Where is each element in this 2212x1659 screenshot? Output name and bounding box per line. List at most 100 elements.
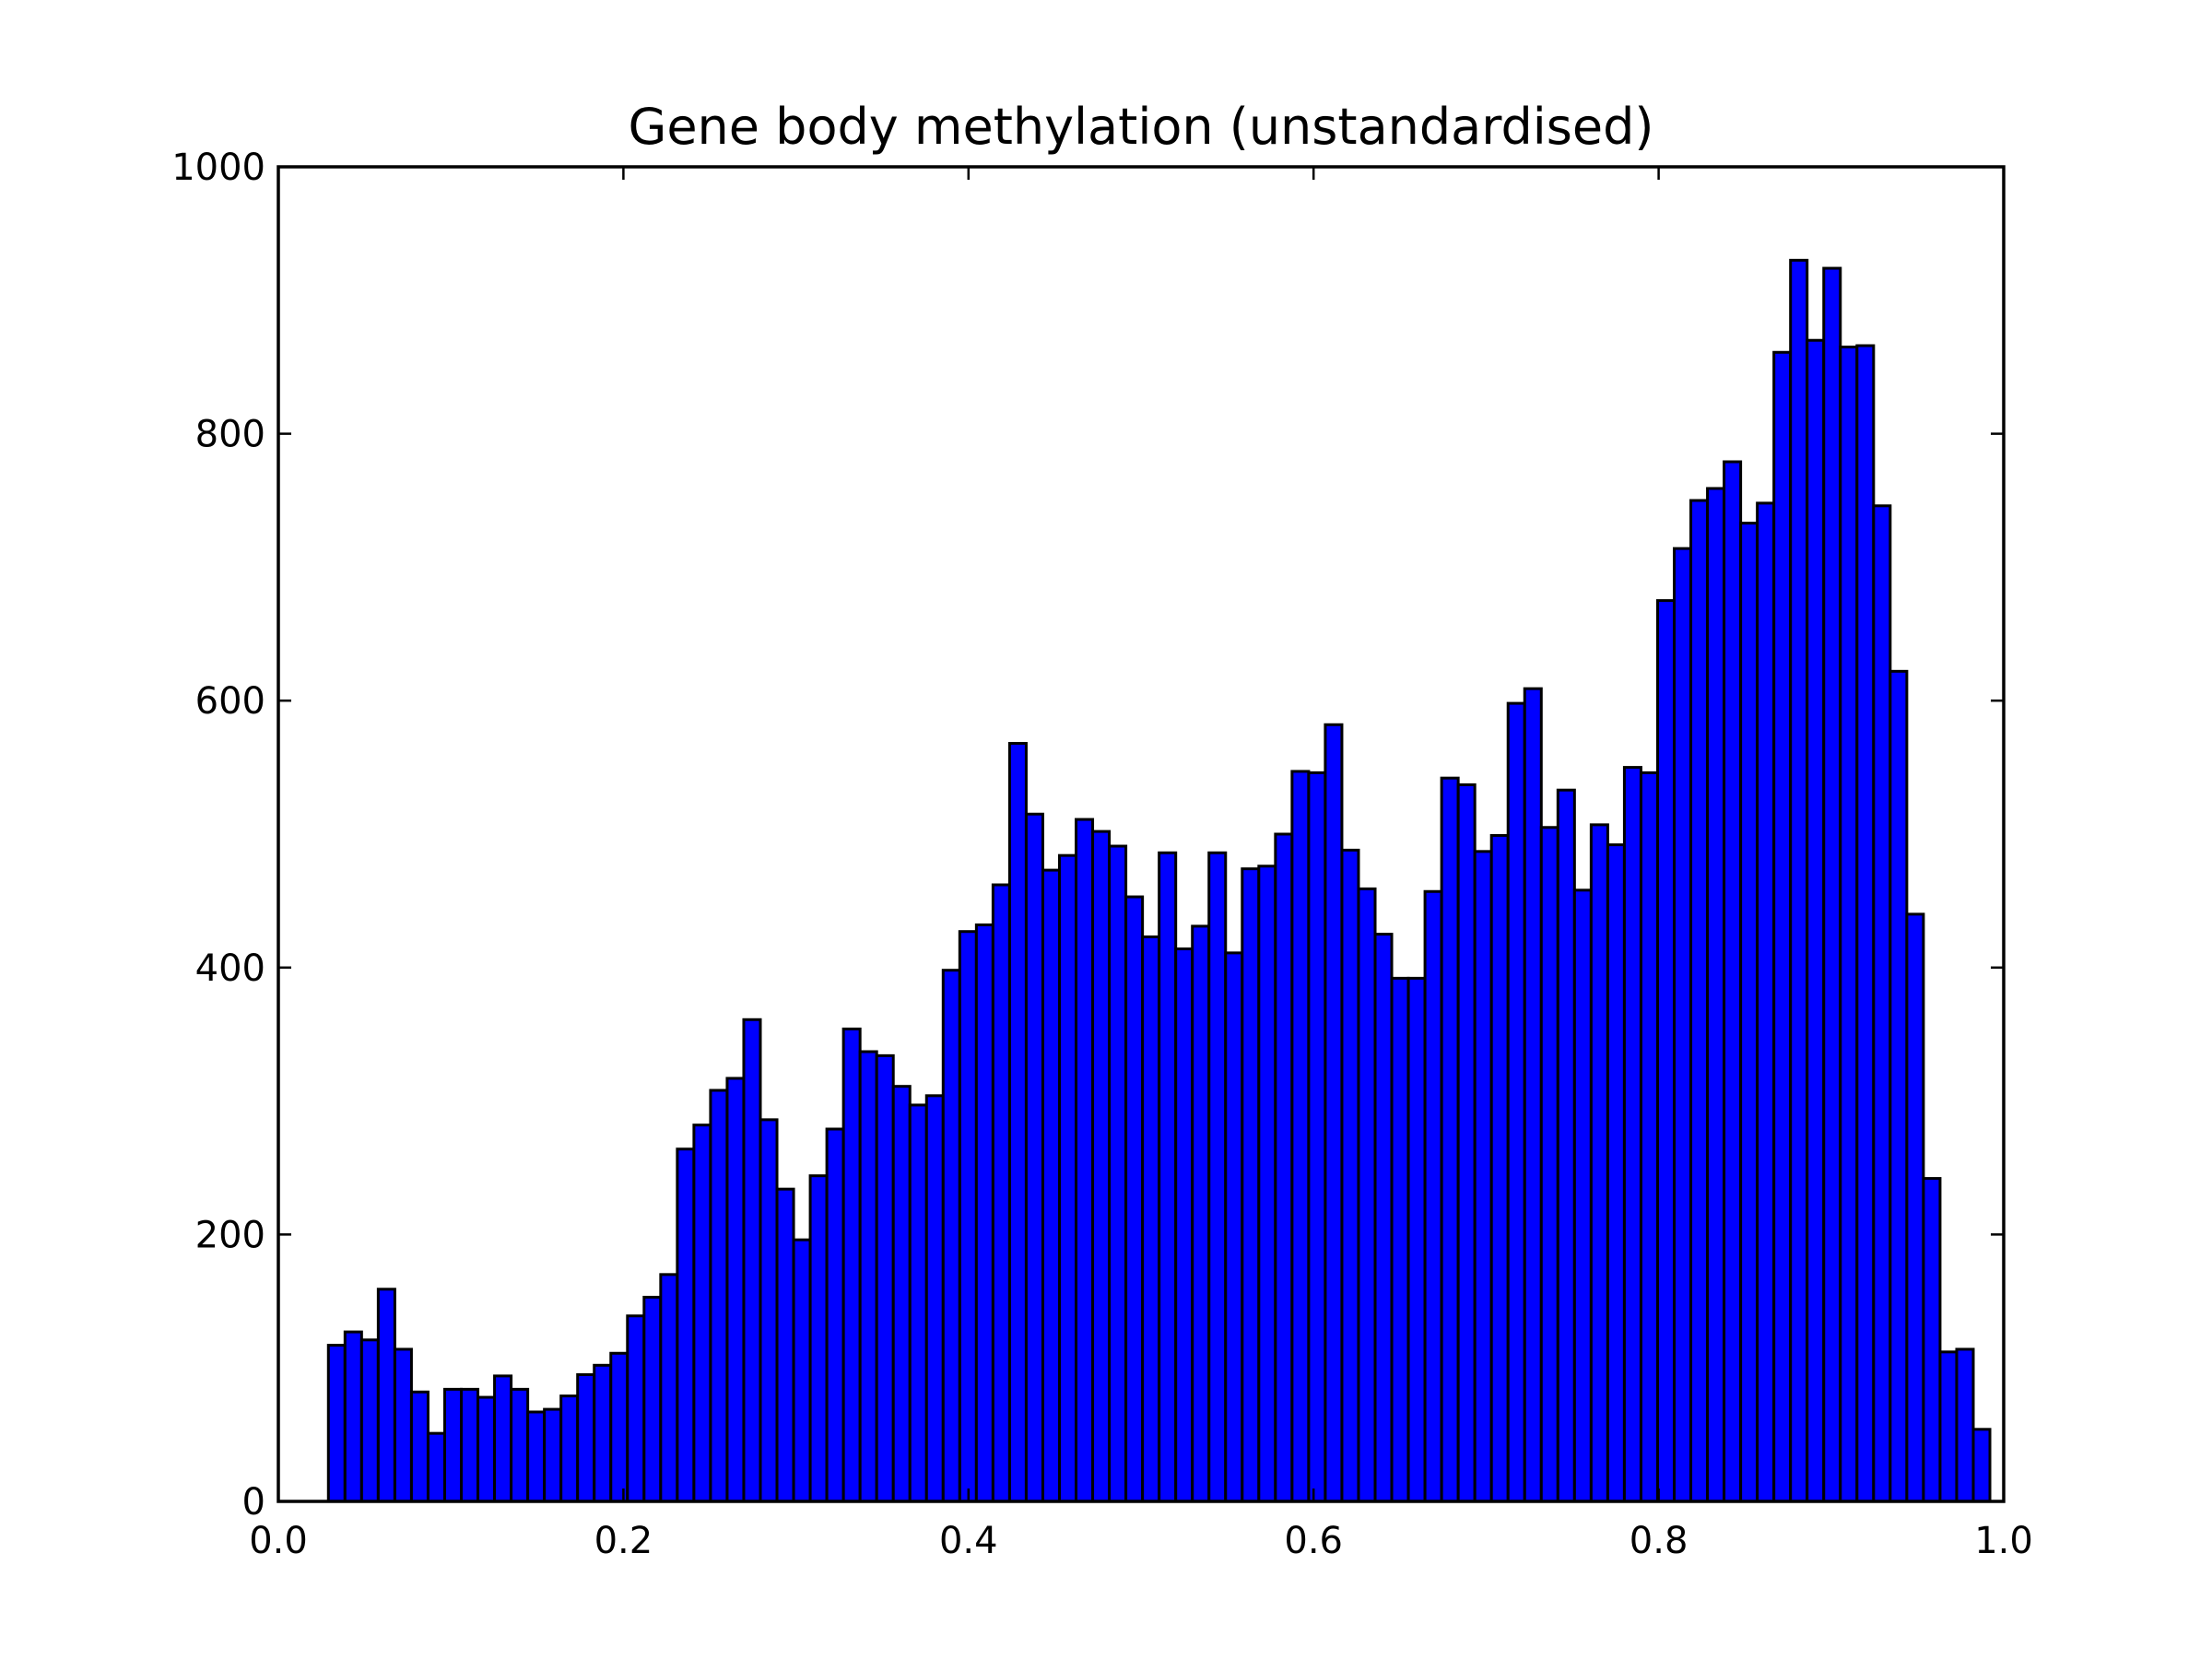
histogram-bar: [1440, 776, 1460, 1503]
histogram-bar: [1822, 266, 1842, 1503]
histogram-bar: [1639, 771, 1659, 1503]
histogram-bar: [841, 1027, 862, 1503]
histogram-bar: [1158, 851, 1178, 1503]
y-tick-label: 0: [242, 1481, 265, 1524]
histogram-bar: [891, 1085, 912, 1503]
histogram-bar: [1406, 976, 1427, 1503]
histogram-bar: [924, 1094, 945, 1503]
histogram-bar: [510, 1387, 530, 1503]
histogram-bar: [609, 1351, 629, 1503]
histogram-bar: [343, 1330, 363, 1503]
histogram-bar: [1971, 1428, 1992, 1503]
histogram-bar: [1855, 344, 1876, 1503]
histogram-bar: [1174, 947, 1194, 1503]
histogram-bar: [1191, 924, 1211, 1503]
histogram-bar: [1108, 844, 1128, 1503]
histogram-bar: [1905, 912, 1925, 1503]
histogram-bar: [1739, 522, 1759, 1503]
histogram-bar: [1839, 345, 1859, 1503]
histogram-bar: [1024, 812, 1044, 1503]
histogram-bar: [1922, 1177, 1942, 1503]
histogram-bar: [1523, 687, 1543, 1503]
histogram-bar: [477, 1395, 497, 1503]
histogram-bar: [775, 1187, 795, 1503]
histogram-bar: [709, 1088, 729, 1503]
x-tick-label: 1.0: [1974, 1520, 2033, 1562]
histogram-bar: [1340, 848, 1360, 1503]
plot-frame: [276, 165, 2006, 1503]
histogram-bar: [376, 1288, 396, 1503]
histogram-bar: [1938, 1350, 1959, 1503]
histogram-bar: [742, 1018, 762, 1503]
histogram-bar: [1041, 868, 1061, 1503]
histogram-bar: [792, 1238, 812, 1503]
histogram-bar: [442, 1387, 464, 1503]
histogram-bar: [1057, 853, 1078, 1503]
histogram-bar: [1274, 832, 1294, 1503]
histogram-bar: [1307, 771, 1327, 1503]
x-tick-label: 0.8: [1630, 1520, 1688, 1562]
x-tick-label: 0.4: [939, 1520, 998, 1562]
histogram-bar: [1506, 701, 1526, 1503]
histogram-bar: [493, 1374, 513, 1503]
histogram-bar: [1324, 723, 1344, 1503]
histogram-bar: [1689, 499, 1710, 1503]
histogram-bar: [1124, 895, 1145, 1503]
histogram-bar: [1075, 818, 1095, 1503]
histogram-bar: [1257, 865, 1277, 1503]
histogram-bar: [1539, 826, 1559, 1503]
histogram-bar: [1622, 766, 1642, 1503]
axes-group: 0.0 0.2 0.4 0.6 0.8 1.0 0 200 400 600 800 1000: [171, 147, 2033, 1562]
histogram-bar: [1489, 833, 1510, 1503]
histogram-bar: [1141, 935, 1161, 1503]
histogram-bar: [1872, 504, 1892, 1503]
y-tick-label: 600: [195, 680, 265, 723]
y-tick-label: 400: [195, 947, 265, 990]
histogram-bar: [725, 1077, 746, 1503]
histogram-bar: [1789, 258, 1809, 1503]
histogram-bar: [941, 969, 961, 1503]
histogram-bar: [1673, 547, 1693, 1503]
histogram-bar: [1655, 599, 1677, 1503]
histogram-bar: [875, 1053, 895, 1503]
histogram-bar: [958, 930, 978, 1503]
histogram-bar: [1357, 887, 1377, 1503]
y-tick-label: 200: [195, 1214, 265, 1256]
histogram-bar: [409, 1390, 429, 1503]
histogram-bar: [1589, 823, 1609, 1503]
histogram-bar: [1241, 867, 1261, 1503]
histogram-bar: [692, 1124, 712, 1503]
histogram-bar: [1224, 951, 1244, 1503]
histogram-bar: [1207, 851, 1228, 1503]
histogram-bar: [825, 1127, 845, 1503]
histogram-bar: [1473, 850, 1493, 1503]
x-tick-label: 0.0: [249, 1520, 308, 1562]
histogram-bar: [808, 1174, 829, 1503]
y-tick-label: 800: [195, 414, 265, 456]
histogram-bar: [1007, 742, 1028, 1503]
histogram-bar: [1091, 830, 1112, 1503]
histogram-bar: [559, 1394, 580, 1503]
histogram-bar: [1390, 976, 1410, 1503]
histogram-bar: [626, 1314, 646, 1503]
histogram-bar: [576, 1372, 596, 1503]
histogram-bar: [1756, 501, 1776, 1503]
histogram-bar: [1572, 888, 1593, 1503]
histogram-bar: [991, 883, 1011, 1503]
histogram-bar: [642, 1295, 663, 1503]
y-tick-label: 1000: [171, 147, 265, 189]
histogram-bar: [1955, 1347, 1975, 1503]
histogram-bar: [974, 923, 994, 1503]
histogram-bar: [326, 1344, 347, 1503]
histogram-bar: [858, 1050, 878, 1503]
histogram-bar: [593, 1363, 613, 1503]
chart-title: Gene body methylation (unstandardised): [628, 98, 1653, 156]
histogram-bar: [460, 1387, 480, 1503]
histogram-bar: [659, 1273, 679, 1503]
histogram-bar: [543, 1407, 563, 1503]
histogram-bar: [1723, 460, 1743, 1503]
histogram-bar: [426, 1431, 446, 1503]
histogram-bar: [1423, 889, 1443, 1503]
histogram-bar: [1772, 350, 1793, 1503]
